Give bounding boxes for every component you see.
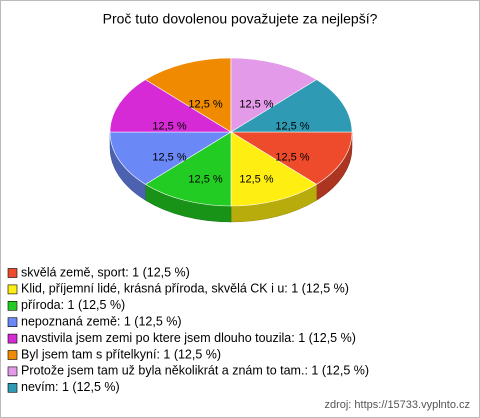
pie-slice bbox=[229, 79, 353, 133]
pie-slice bbox=[230, 57, 318, 133]
data-label: 12,5 % bbox=[275, 120, 309, 132]
legend-label: Protože jsem tam už byla několikrát a zn… bbox=[21, 364, 369, 378]
pie-slice bbox=[230, 131, 318, 207]
legend-label: skvělá země, sport: 1 (12,5 %) bbox=[21, 265, 190, 279]
source-note: zdroj: https://15733.vyplnto.cz bbox=[324, 399, 470, 411]
chart-title: Proč tuto dovolenou považujete za nejlep… bbox=[103, 11, 378, 27]
data-label: 12,5 % bbox=[152, 151, 186, 163]
pie-slice bbox=[229, 131, 353, 185]
data-label: 12,5 % bbox=[275, 151, 309, 163]
data-label: 12,5 % bbox=[239, 174, 273, 186]
legend-label: nevím: 1 (12,5 %) bbox=[21, 380, 120, 394]
pie-slice bbox=[144, 57, 232, 133]
data-label: 12,5 % bbox=[239, 98, 273, 110]
legend-swatch bbox=[7, 333, 18, 344]
pie-slice bbox=[109, 79, 233, 133]
pie-slice bbox=[109, 131, 233, 185]
legend-swatch bbox=[7, 382, 18, 393]
pie-slice bbox=[144, 131, 232, 207]
legend-label: navstivila jsem zemi po ktere jsem dlouh… bbox=[21, 331, 356, 345]
data-label: 12,5 % bbox=[152, 120, 186, 132]
legend-swatch bbox=[7, 300, 18, 311]
legend-swatch bbox=[7, 366, 18, 377]
data-label: 12,5 % bbox=[188, 98, 222, 110]
legend-label: Klid, příjemní lidé, krásná příroda, skv… bbox=[21, 282, 349, 296]
legend-label: příroda: 1 (12,5 %) bbox=[21, 298, 125, 312]
data-label: 12,5 % bbox=[188, 174, 222, 186]
legend-label: Byl jsem tam s přítelkyní: 1 (12,5 %) bbox=[21, 347, 221, 361]
legend-label: nepoznaná země: 1 (12,5 %) bbox=[21, 314, 182, 328]
legend-swatch bbox=[7, 317, 18, 328]
legend-swatch bbox=[7, 268, 18, 278]
legend-swatch bbox=[7, 284, 18, 295]
legend-swatch bbox=[7, 350, 18, 360]
